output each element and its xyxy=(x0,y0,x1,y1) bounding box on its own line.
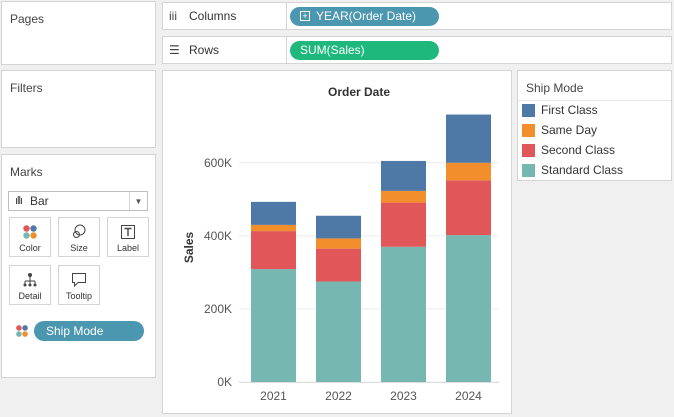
mark-type-value: Bar xyxy=(30,194,49,208)
rows-shelf[interactable]: ☰ Rows SUM(Sales) xyxy=(162,36,672,64)
mark-type-dropdown[interactable]: ıllı Bar ▼ xyxy=(8,191,148,211)
x-tick-label: 2024 xyxy=(455,389,482,403)
y-tick-label: 600K xyxy=(204,156,232,170)
rows-shelf-label-area: ☰ Rows xyxy=(163,37,287,63)
legend-item-label: Same Day xyxy=(541,123,598,137)
detail-button-label: Detail xyxy=(18,291,42,301)
color-field-icon xyxy=(15,324,29,341)
x-tick-label: 2021 xyxy=(260,389,287,403)
pages-panel: Pages xyxy=(1,1,156,65)
bar-segment xyxy=(316,215,361,239)
bar-segment xyxy=(251,231,296,270)
y-tick-label: 200K xyxy=(204,302,232,316)
detail-button[interactable]: Detail xyxy=(9,265,51,305)
bar-segment xyxy=(381,202,426,247)
bar-segment xyxy=(316,248,361,282)
stacked-bar-chart: Order Date Sales 0K 200K 400K 600K 2021 2022 202… xyxy=(182,85,499,403)
ship-mode-color-pill[interactable]: Ship Mode xyxy=(34,321,144,341)
bar-segment xyxy=(381,160,426,191)
legend-swatch xyxy=(522,163,535,177)
bar-segment xyxy=(446,180,491,236)
x-tick-label: 2022 xyxy=(325,389,352,403)
sum-sales-pill[interactable]: SUM(Sales) xyxy=(290,40,439,60)
legend-item[interactable]: First Class xyxy=(522,103,598,117)
bar-segment xyxy=(446,235,491,382)
legend-item-label: Second Class xyxy=(541,143,616,157)
bar-segment xyxy=(251,201,296,225)
pages-title: Pages xyxy=(10,12,45,26)
bar-segment xyxy=(316,281,361,382)
columns-label: Columns xyxy=(189,9,237,23)
y-axis-label: Sales xyxy=(182,231,196,263)
filters-panel: Filters xyxy=(1,70,156,148)
bar-chart-icon: ıllı xyxy=(15,195,23,207)
tooltip-button-label: Tooltip xyxy=(65,291,92,301)
color-button-label: Color xyxy=(19,243,41,253)
columns-shelf[interactable]: iii Columns + YEAR(Order Date) xyxy=(162,2,672,30)
size-button[interactable]: Size xyxy=(58,217,100,257)
chart-panel: Order Date Sales 0K 200K 400K 600K 2021 2022 202… xyxy=(162,70,512,414)
rows-label: Rows xyxy=(189,43,220,57)
bar-segment xyxy=(316,238,361,249)
tooltip-button[interactable]: Tooltip xyxy=(58,265,100,305)
marks-title: Marks xyxy=(10,165,43,179)
expand-plus-icon[interactable]: + xyxy=(300,11,310,21)
legend-swatch xyxy=(522,103,535,117)
y-tick-label: 0K xyxy=(217,375,232,389)
detail-icon xyxy=(22,270,38,290)
bar-segment xyxy=(446,162,491,181)
text-label-icon xyxy=(121,222,135,242)
legend-item[interactable]: Same Day xyxy=(522,123,597,137)
bar-segment xyxy=(446,114,491,163)
year-order-date-pill[interactable]: + YEAR(Order Date) xyxy=(290,6,439,26)
columns-icon: iii xyxy=(169,9,177,23)
legend-swatch xyxy=(522,143,535,157)
label-button-label: Label xyxy=(116,243,140,253)
columns-pill-label: YEAR(Order Date) xyxy=(316,9,417,23)
bar-segment xyxy=(381,246,426,382)
color-icon xyxy=(22,222,38,242)
legend-panel: Ship Mode xyxy=(517,70,672,181)
size-button-label: Size xyxy=(70,243,88,253)
legend-item[interactable]: Standard Class xyxy=(522,163,623,177)
rows-icon: ☰ xyxy=(169,43,180,57)
x-tick-label: 2023 xyxy=(390,389,417,403)
bar-segment xyxy=(381,190,426,203)
tooltip-icon xyxy=(71,270,87,290)
chevron-down-icon[interactable]: ▼ xyxy=(129,192,147,210)
legend-item[interactable]: Second Class xyxy=(522,143,615,157)
chart-title: Order Date xyxy=(328,85,390,99)
size-icon xyxy=(71,222,87,242)
color-button[interactable]: Color xyxy=(9,217,51,257)
legend-swatch xyxy=(522,123,535,137)
legend-item-label: Standard Class xyxy=(541,163,624,177)
legend-title: Ship Mode xyxy=(526,81,584,95)
label-button[interactable]: Label xyxy=(107,217,149,257)
legend-divider xyxy=(518,100,671,101)
bar-segment xyxy=(251,224,296,232)
bar-segment xyxy=(251,269,296,382)
columns-shelf-label-area: iii Columns xyxy=(163,3,287,29)
filters-title: Filters xyxy=(10,81,43,95)
y-tick-label: 400K xyxy=(204,229,232,243)
legend-item-label: First Class xyxy=(541,103,598,117)
